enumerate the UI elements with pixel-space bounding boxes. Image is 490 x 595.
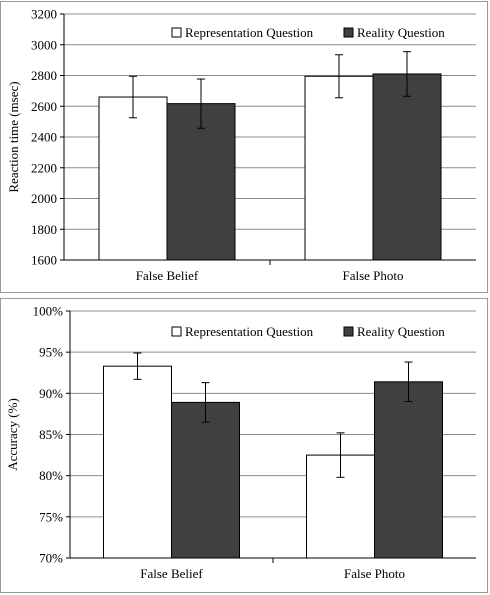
accuracy-chart-panel: 70% 75% 80% 85% 90% 95% 100% Accuracy (%) False … — [0, 298, 488, 593]
y-tick-label: 70% — [39, 551, 63, 566]
x-tick-label: False Photo — [342, 268, 403, 283]
reaction-time-chart: 1600 1800 2000 2200 2400 2600 2800 3000 3200 Reac… — [6, 7, 476, 283]
legend-label: Representation Question — [185, 324, 314, 339]
y-tick-label: 75% — [39, 509, 63, 524]
y-tick-label: 85% — [39, 427, 63, 442]
legend-swatch — [343, 27, 354, 38]
accuracy-chart: 70% 75% 80% 85% 90% 95% 100% Accuracy (%) False … — [5, 304, 476, 581]
y-tick-label: 2400 — [31, 130, 57, 145]
y-tick-label: 80% — [39, 468, 63, 483]
y-tick-label: 3200 — [31, 7, 57, 22]
y-tick-label: 3000 — [31, 37, 57, 52]
x-tick-label: False Belief — [140, 566, 203, 581]
bar — [98, 96, 168, 261]
legend-label: Representation Question — [185, 25, 314, 40]
y-tick-label: 2000 — [31, 191, 57, 206]
bar — [103, 365, 172, 559]
y-tick-label: 2200 — [31, 160, 57, 175]
reaction-time-chart-panel: 1600 1800 2000 2200 2400 2600 2800 3000 3200 Reac… — [0, 1, 488, 293]
legend-label: Reality Question — [357, 25, 445, 40]
bar — [374, 381, 443, 559]
y-tick-label: 1600 — [31, 253, 57, 268]
x-tick-label: False Belief — [136, 268, 199, 283]
bar — [372, 73, 442, 261]
y-axis-label: Reaction time (msec) — [6, 81, 21, 192]
y-axis-label: Accuracy (%) — [5, 398, 20, 471]
y-tick-label: 95% — [39, 345, 63, 360]
bar — [171, 401, 240, 559]
y-tick-label: 1800 — [31, 222, 57, 237]
y-tick-label: 100% — [33, 304, 64, 319]
x-tick-label: False Photo — [344, 566, 405, 581]
legend-swatch — [343, 326, 354, 337]
bar — [304, 75, 374, 261]
legend-swatch — [171, 326, 182, 337]
bar — [166, 103, 236, 261]
legend-label: Reality Question — [357, 324, 445, 339]
y-tick-label: 90% — [39, 386, 63, 401]
y-tick-label: 2800 — [31, 68, 57, 83]
y-tick-label: 2600 — [31, 99, 57, 114]
legend-swatch — [171, 27, 182, 38]
